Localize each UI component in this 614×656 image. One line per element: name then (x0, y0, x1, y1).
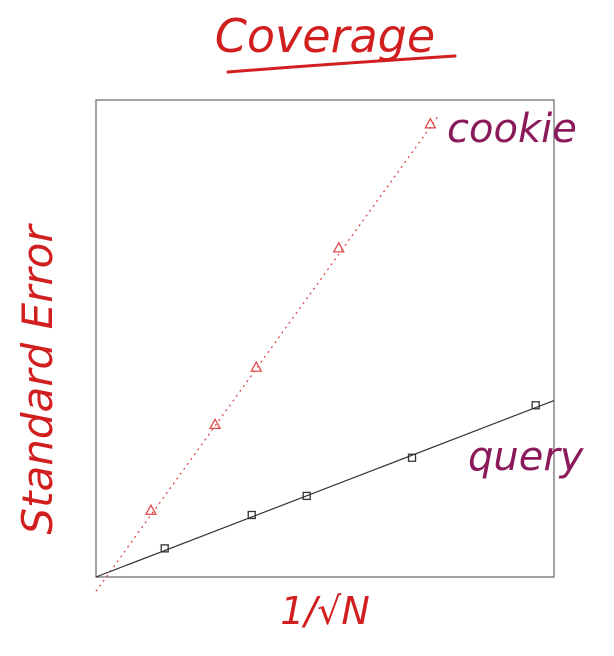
data-point-query-2 (302, 491, 311, 501)
data-point-query-4 (531, 401, 540, 410)
y-axis-label: Standard Error (13, 223, 62, 535)
data-point-query-0 (160, 544, 169, 553)
data-point-cookie-2 (250, 360, 263, 372)
data-point-cookie-0 (144, 503, 158, 515)
data-markers (144, 117, 540, 553)
x-axis-label: 1/√N (280, 589, 370, 633)
plot-frame (95, 99, 555, 578)
data-point-query-1 (247, 510, 256, 520)
fit-line-query (95, 399, 555, 578)
title-underline (226, 54, 457, 74)
fit-lines (95, 113, 555, 592)
series-label-query: query (468, 434, 585, 480)
data-point-cookie-1 (208, 418, 222, 430)
chart-title: Coverage (215, 9, 435, 63)
fit-line-cookie (95, 113, 441, 592)
series-label-cookie: cookie (447, 106, 577, 152)
data-point-cookie-3 (332, 241, 345, 253)
data-point-cookie-4 (424, 117, 437, 129)
data-point-query-3 (407, 453, 417, 462)
